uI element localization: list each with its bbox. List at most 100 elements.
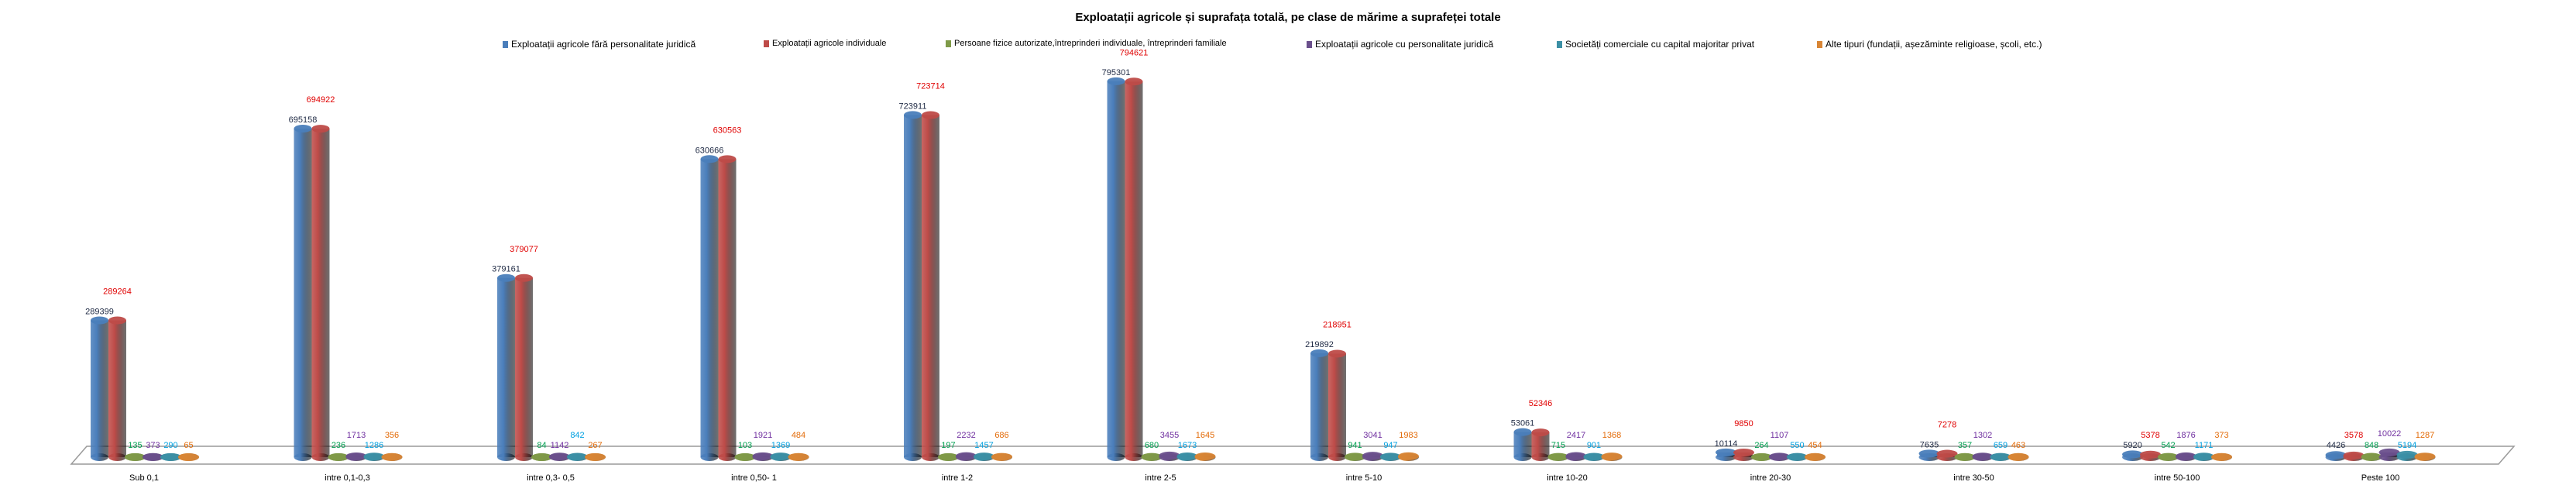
legend-item: Exploatații agricole individuale	[764, 39, 886, 48]
data-label: 842	[570, 431, 584, 440]
legend-swatch	[1557, 40, 1562, 48]
data-label: 1287	[2416, 431, 2434, 440]
data-label: 5920	[2123, 441, 2142, 450]
legend-label: Persoane fizice autorizate,întreprinderi…	[954, 39, 1227, 48]
bar	[1107, 77, 1125, 461]
data-label: 84	[537, 441, 546, 450]
bar	[2379, 448, 2400, 461]
bar	[91, 316, 108, 461]
data-label: 542	[2161, 441, 2175, 450]
x-tick-label: intre 2-5	[1145, 473, 1176, 483]
bar	[734, 452, 756, 461]
bar	[1380, 452, 1401, 461]
data-label: 723911	[899, 101, 927, 111]
data-label: 686	[994, 431, 1008, 440]
data-label: 947	[1383, 441, 1397, 450]
data-label: 5378	[2141, 431, 2159, 440]
legend-swatch	[764, 40, 769, 47]
data-label: 197	[941, 441, 955, 450]
x-tick-label: Peste 100	[2361, 473, 2400, 483]
data-label: 5194	[2398, 441, 2416, 450]
bar	[2140, 450, 2161, 461]
bar	[515, 274, 533, 461]
bar	[904, 111, 922, 461]
data-label: 356	[385, 431, 399, 440]
x-tick-label: intre 10-20	[1547, 473, 1588, 483]
data-label: 1107	[1771, 431, 1789, 440]
data-label: 1673	[1178, 441, 1197, 450]
x-tick-label: intre 1-2	[942, 473, 973, 483]
legend-item: Alte tipuri (fundații, așezăminte religi…	[1817, 39, 2042, 50]
data-label: 373	[146, 441, 160, 450]
data-label: 7278	[1938, 421, 1956, 430]
bar	[1141, 452, 1163, 461]
bar	[1716, 448, 1736, 461]
data-label: 289399	[85, 307, 114, 316]
bar	[1176, 452, 1198, 461]
data-label: 694922	[307, 95, 335, 105]
bar	[770, 452, 792, 461]
data-label: 901	[1587, 441, 1601, 450]
bar	[160, 452, 181, 461]
legend-label: Alte tipuri (fundații, așezăminte religi…	[1826, 39, 2042, 50]
bar	[531, 452, 552, 461]
bar	[1769, 452, 1790, 461]
bar	[956, 452, 977, 461]
data-label: 373	[2214, 431, 2228, 440]
bar	[549, 452, 570, 461]
x-tick-label: intre 20-30	[1750, 473, 1791, 483]
data-label: 1645	[1196, 431, 1214, 440]
data-label: 3578	[2344, 431, 2363, 440]
bar	[1194, 452, 1216, 461]
data-label: 630563	[713, 126, 742, 135]
bar	[788, 452, 809, 461]
data-label: 3041	[1363, 431, 1382, 440]
data-label: 723714	[916, 82, 945, 91]
data-label: 1921	[754, 431, 772, 440]
data-label: 848	[2365, 441, 2379, 450]
bar	[2211, 452, 2232, 461]
data-label: 1457	[974, 441, 993, 450]
bar	[1954, 452, 1976, 461]
data-label: 1876	[2176, 431, 2195, 440]
bar	[381, 452, 403, 461]
data-label: 379161	[492, 265, 520, 274]
legend-item: Persoane fizice autorizate,întreprinderi…	[946, 39, 1227, 48]
bar	[1733, 448, 1754, 461]
bar	[752, 452, 774, 461]
data-label: 135	[128, 441, 142, 450]
bar	[1972, 452, 1994, 461]
data-label: 1142	[551, 441, 569, 450]
legend-item: Exploatații agricole cu personalitate ju…	[1307, 39, 1493, 50]
bar	[567, 452, 588, 461]
data-label: 2417	[1567, 431, 1585, 440]
bar	[2396, 450, 2418, 461]
data-label: 1286	[365, 441, 383, 450]
bar	[2158, 452, 2179, 461]
chart-floor	[70, 446, 2516, 465]
bar	[1547, 452, 1569, 461]
data-label: 1983	[1399, 431, 1417, 440]
legend-swatch	[503, 40, 508, 48]
bar	[1345, 452, 1365, 461]
x-tick-label: intre 0,1-0,3	[325, 473, 370, 483]
data-label: 10022	[2378, 429, 2402, 439]
bar	[1751, 452, 1772, 461]
bar	[1601, 452, 1623, 461]
bar	[178, 452, 199, 461]
data-label: 454	[1808, 441, 1822, 450]
bar	[974, 452, 994, 461]
bar	[1805, 452, 1826, 461]
data-label: 2232	[957, 431, 975, 440]
data-label: 484	[792, 431, 805, 440]
bar	[718, 155, 737, 461]
data-label: 7635	[1920, 440, 1939, 449]
x-tick-label: intre 0,50- 1	[731, 473, 777, 483]
data-label: 695158	[289, 115, 318, 125]
legend-label: Exploatații agricole cu personalitate ju…	[1315, 39, 1494, 50]
data-label: 795301	[1102, 68, 1131, 77]
bar	[363, 452, 385, 461]
bar	[1125, 77, 1143, 461]
data-label: 3455	[1160, 431, 1179, 440]
